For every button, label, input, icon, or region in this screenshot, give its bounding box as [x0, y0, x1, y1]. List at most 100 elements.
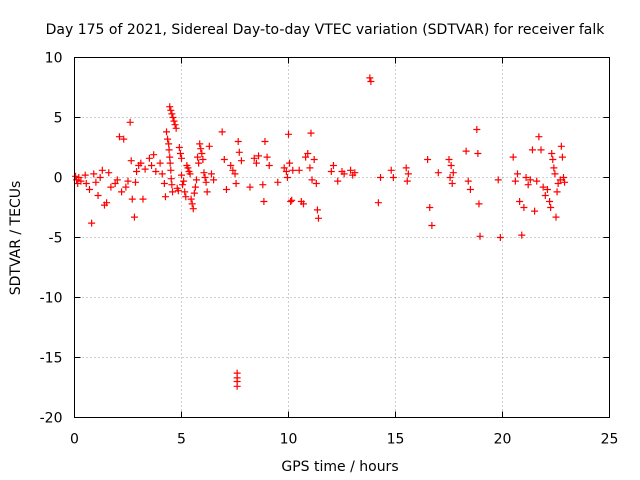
data-point: [466, 186, 474, 193]
data-point: [105, 169, 113, 177]
data-point: [148, 162, 156, 169]
data-point: [280, 164, 288, 172]
data-point: [167, 166, 175, 174]
data-point: [543, 186, 551, 193]
data-point: [554, 180, 562, 187]
data-point: [234, 138, 242, 145]
data-point: [289, 166, 297, 174]
y-tick-label: -20: [40, 411, 63, 427]
chart-title: Day 175 of 2021, Sidereal Day-to-day VTE…: [46, 22, 606, 38]
data-point: [329, 162, 337, 169]
data-point: [304, 150, 312, 157]
data-point: [120, 135, 128, 143]
data-point: [137, 159, 145, 167]
data-point: [199, 156, 207, 163]
data-point: [295, 166, 303, 174]
data-point: [179, 181, 187, 189]
data-point: [166, 153, 174, 161]
data-point: [229, 166, 237, 174]
data-point: [250, 154, 258, 162]
data-point: [327, 168, 335, 175]
data-point: [434, 169, 442, 177]
data-point: [260, 198, 268, 205]
data-point: [259, 181, 267, 189]
data-point: [306, 164, 314, 172]
data-point: [178, 154, 185, 162]
x-tick-label: 0: [70, 432, 79, 448]
data-point: [127, 157, 135, 165]
data-point: [424, 156, 432, 163]
tick-labels: 0 5 10 15 20 25 -20 -15 -10 -5 0 5 10: [40, 51, 619, 448]
data-point: [186, 170, 194, 178]
data-point: [547, 204, 555, 211]
data-point: [557, 142, 565, 150]
data-point: [518, 231, 526, 239]
data-point: [282, 168, 290, 175]
data-point: [156, 159, 164, 167]
data-point: [171, 121, 179, 129]
data-point: [539, 183, 547, 191]
data-point: [387, 166, 395, 174]
data-point: [299, 200, 307, 208]
data-point: [347, 166, 355, 174]
data-point: [237, 157, 245, 165]
plot-frame: [74, 57, 610, 418]
data-point: [182, 193, 190, 201]
data-point: [553, 188, 561, 196]
data-point: [526, 176, 534, 184]
data-point: [340, 170, 348, 178]
x-tick-label: 20: [494, 432, 512, 448]
data-point: [198, 150, 206, 157]
data-point: [389, 174, 397, 181]
data-point: [178, 171, 185, 179]
data-point: [374, 199, 382, 207]
data-point: [261, 138, 269, 145]
data-point: [189, 205, 197, 213]
data-point: [462, 147, 470, 155]
data-point: [180, 177, 188, 185]
data-point: [172, 124, 180, 132]
data-point: [404, 170, 412, 178]
y-tick-label: -5: [49, 231, 63, 247]
data-point: [561, 178, 569, 186]
data-point: [175, 144, 183, 151]
data-point: [537, 146, 545, 154]
data-point: [263, 153, 271, 161]
data-point: [227, 162, 235, 169]
data-point: [181, 188, 189, 196]
data-point: [145, 154, 153, 162]
data-point: [473, 126, 481, 133]
x-tick-label: 10: [280, 432, 298, 448]
data-point: [476, 232, 484, 240]
data-point: [158, 170, 166, 178]
data-point: [531, 207, 539, 215]
data-point: [184, 164, 192, 172]
data-point: [131, 178, 139, 186]
data-point: [302, 153, 310, 161]
data-point: [103, 199, 111, 207]
data-point: [377, 174, 385, 181]
data-point: [118, 188, 126, 196]
y-tick-label: -15: [40, 351, 63, 367]
data-point: [287, 198, 295, 205]
data-point: [165, 146, 173, 154]
data-point: [522, 174, 530, 181]
data-point: [513, 170, 521, 178]
data-point: [220, 156, 228, 163]
data-point: [233, 382, 241, 390]
data-point: [550, 164, 558, 172]
data-points: [72, 74, 569, 390]
data-point: [549, 156, 557, 163]
data-point: [231, 170, 239, 178]
data-point: [203, 188, 211, 196]
data-point: [449, 169, 457, 177]
data-point: [94, 192, 102, 199]
data-point: [168, 181, 176, 189]
data-point: [205, 142, 213, 150]
data-point: [403, 177, 411, 185]
data-point: [164, 135, 172, 143]
data-point: [168, 110, 176, 118]
data-point: [107, 183, 115, 191]
data-point: [496, 234, 504, 241]
